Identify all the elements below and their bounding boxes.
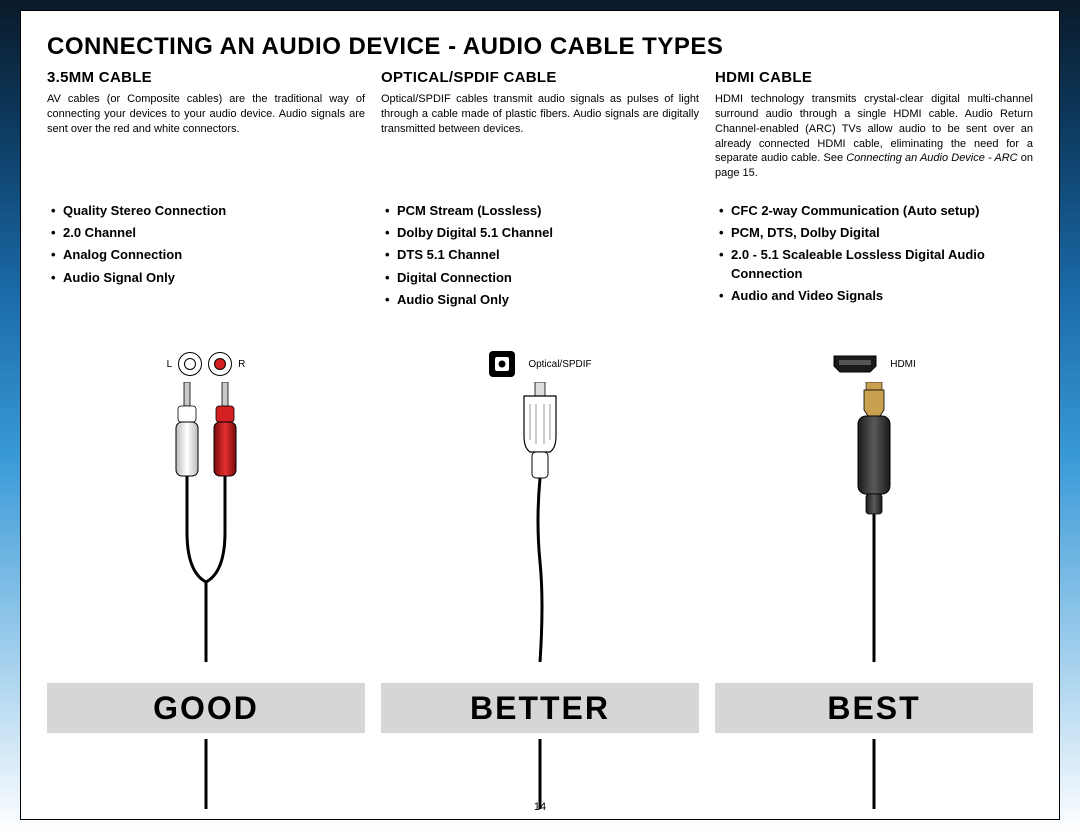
feature-item: 2.0 Channel xyxy=(47,224,365,242)
optical-port: Optical/SPDIF xyxy=(488,346,591,382)
rca-port-icon xyxy=(208,352,232,376)
page-title: CONNECTING AN AUDIO DEVICE - AUDIO CABLE… xyxy=(47,33,1033,61)
feature-list: PCM Stream (Lossless) Dolby Digital 5.1 … xyxy=(381,202,699,332)
feature-item: PCM Stream (Lossless) xyxy=(381,202,699,220)
feature-item: Quality Stereo Connection xyxy=(47,202,365,220)
port-label-left: L xyxy=(167,359,173,370)
cable-graphic xyxy=(715,382,1033,809)
rca-port-icon xyxy=(178,352,202,376)
rating-label: GOOD xyxy=(47,683,365,733)
column-heading: OPTICAL/SPDIF CABLE xyxy=(381,69,699,86)
feature-item: Audio Signal Only xyxy=(381,291,699,309)
feature-item: Audio Signal Only xyxy=(47,269,365,287)
feature-item: Dolby Digital 5.1 Channel xyxy=(381,224,699,242)
hdmi-port-icon xyxy=(832,354,878,374)
column-hdmi: HDMI CABLE HDMI technology transmits cry… xyxy=(715,69,1033,809)
column-description: HDMI technology transmits crystal-clear … xyxy=(715,92,1033,182)
optical-port-icon xyxy=(488,350,516,378)
cable-graphic xyxy=(381,382,699,809)
hdmi-port: HDMI xyxy=(832,346,916,382)
column-description: AV cables (or Composite cables) are the … xyxy=(47,92,365,182)
feature-item: DTS 5.1 Channel xyxy=(381,246,699,264)
cable-illustration-hdmi: HDMI BEST xyxy=(715,346,1033,809)
columns-container: 3.5MM CABLE AV cables (or Composite cabl… xyxy=(47,69,1033,809)
feature-item: PCM, DTS, Dolby Digital xyxy=(715,224,1033,242)
feature-item: Analog Connection xyxy=(47,246,365,264)
column-heading: HDMI CABLE xyxy=(715,69,1033,86)
port-label: Optical/SPDIF xyxy=(528,359,591,370)
cable-graphic xyxy=(47,382,365,809)
rating-label: BETTER xyxy=(381,683,699,733)
feature-item: Audio and Video Signals xyxy=(715,287,1033,305)
port-label-right: R xyxy=(238,359,245,370)
page-number: 14 xyxy=(534,801,546,813)
rating-label: BEST xyxy=(715,683,1033,733)
rca-ports: L R xyxy=(167,346,246,382)
feature-item: Digital Connection xyxy=(381,269,699,287)
column-heading: 3.5MM CABLE xyxy=(47,69,365,86)
column-description: Optical/SPDIF cables transmit audio sign… xyxy=(381,92,699,182)
feature-item: CFC 2-way Communication (Auto setup) xyxy=(715,202,1033,220)
port-label: HDMI xyxy=(890,359,916,370)
column-35mm: 3.5MM CABLE AV cables (or Composite cabl… xyxy=(47,69,365,809)
feature-list: CFC 2-way Communication (Auto setup) PCM… xyxy=(715,202,1033,332)
cable-illustration-optical: Optical/SPDIF BETTER xyxy=(381,346,699,809)
feature-list: Quality Stereo Connection 2.0 Channel An… xyxy=(47,202,365,332)
page: CONNECTING AN AUDIO DEVICE - AUDIO CABLE… xyxy=(20,10,1060,820)
cable-illustration-rca: L R xyxy=(47,346,365,809)
column-optical: OPTICAL/SPDIF CABLE Optical/SPDIF cables… xyxy=(381,69,699,809)
feature-item: 2.0 - 5.1 Scaleable Lossless Digital Aud… xyxy=(715,246,1033,282)
